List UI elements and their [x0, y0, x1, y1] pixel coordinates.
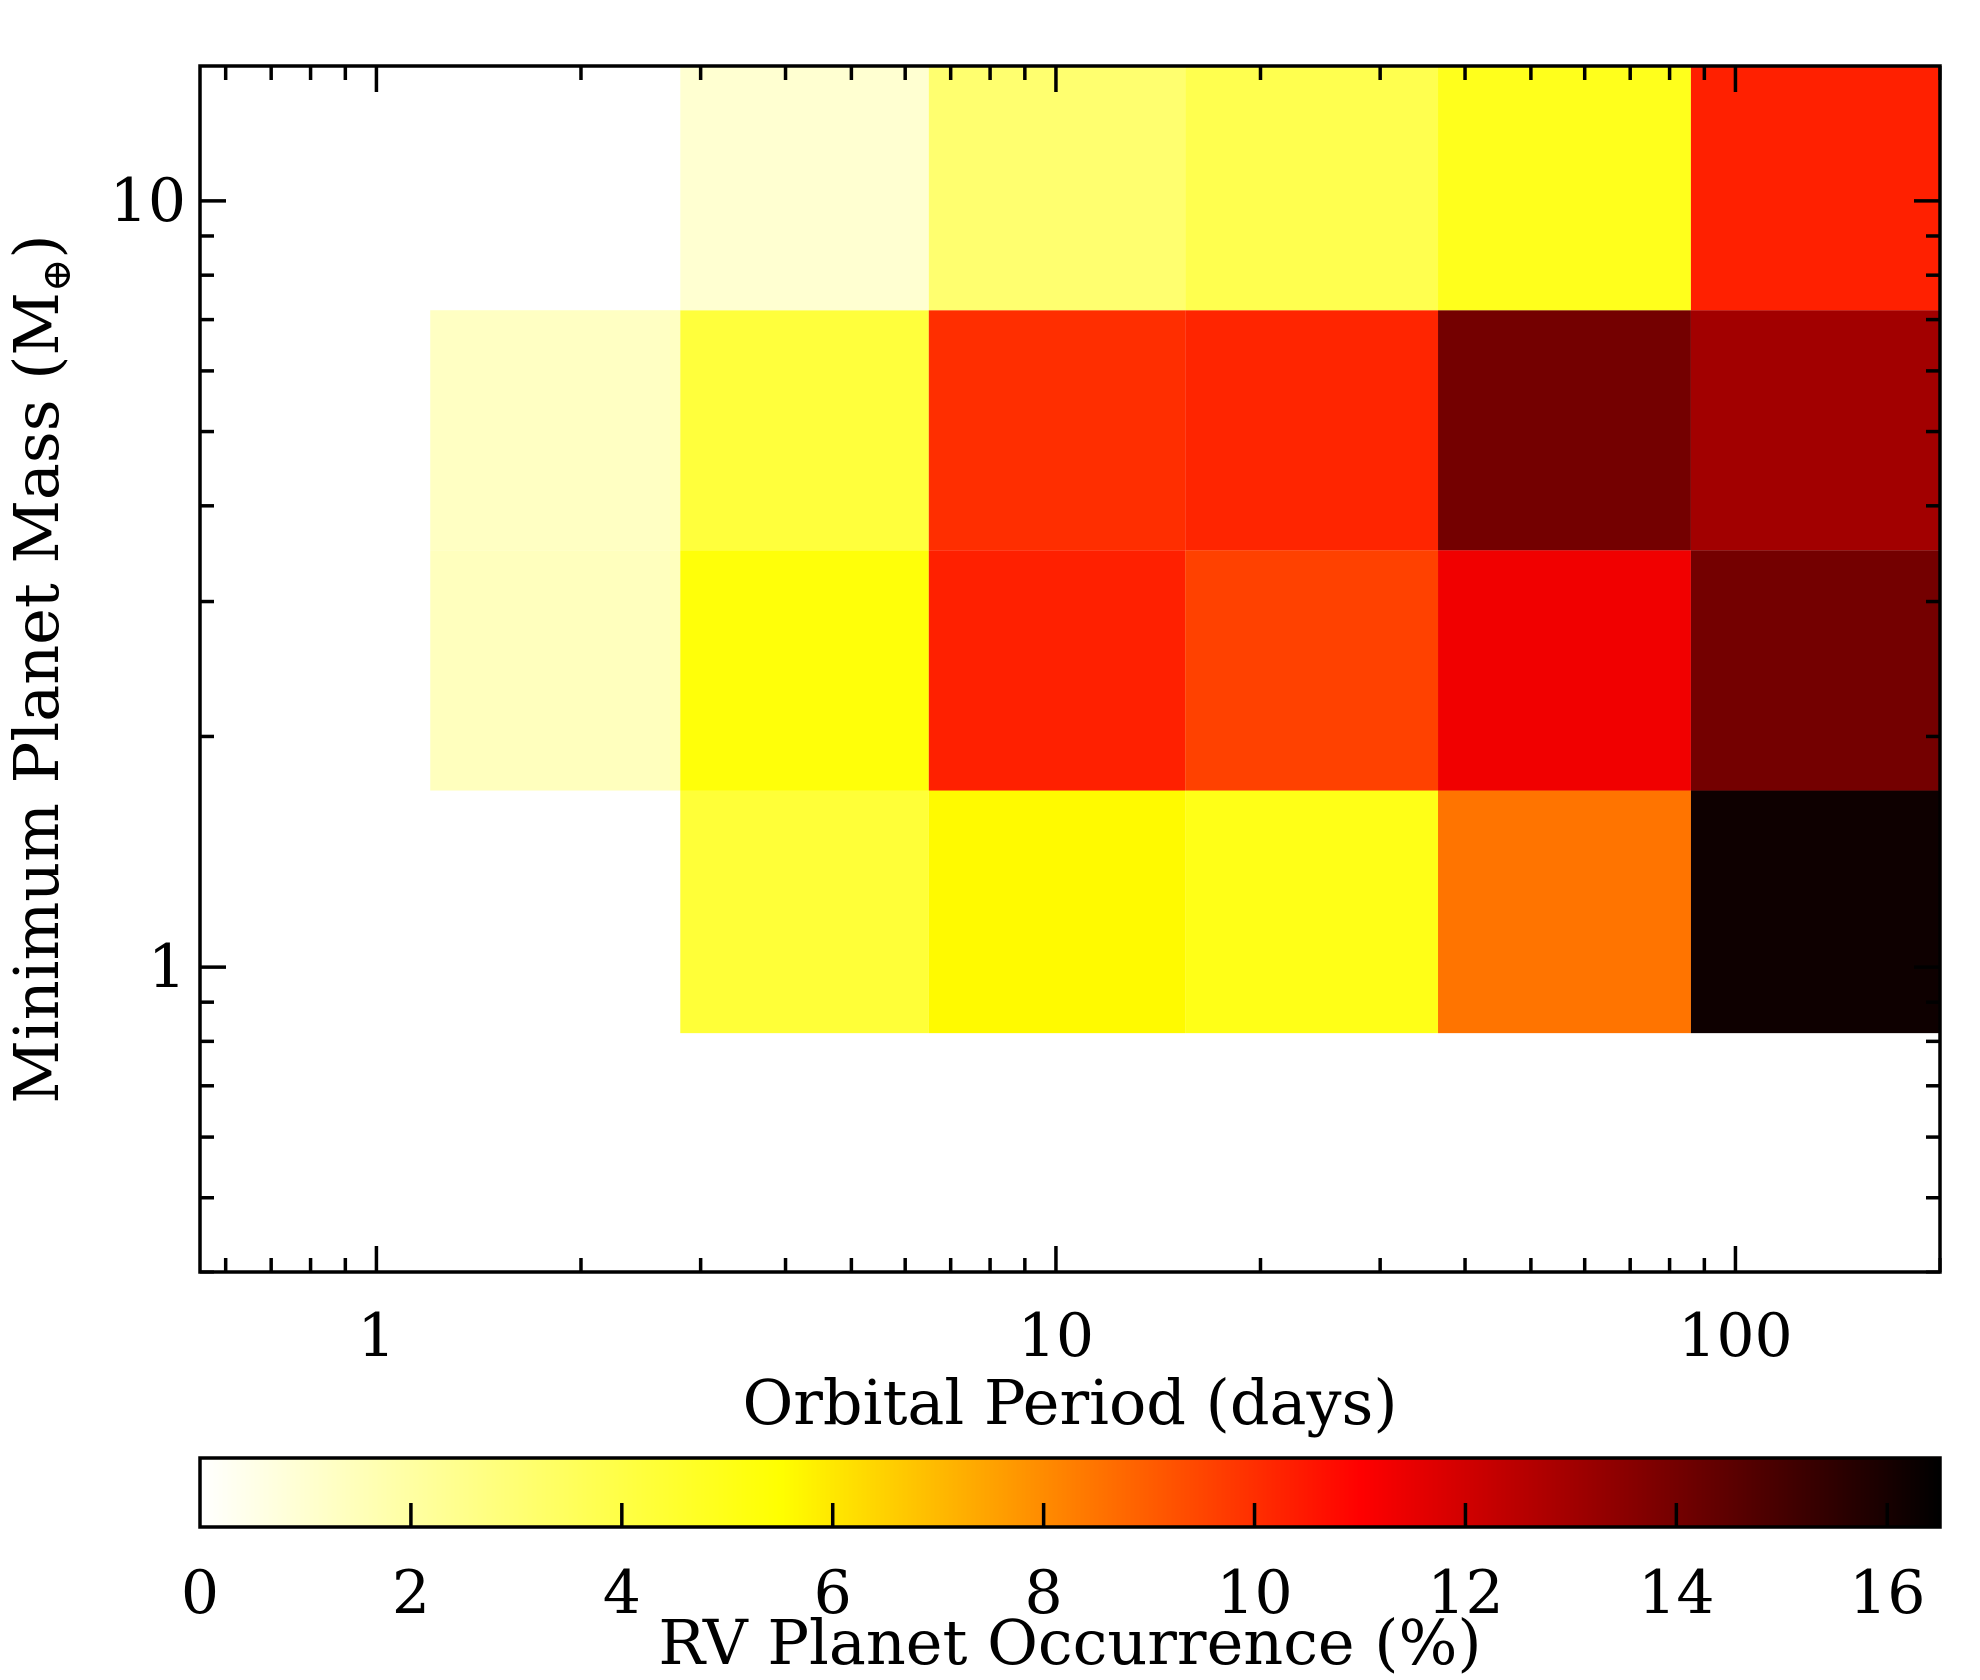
colorbar-tick-label: 4 [603, 1558, 641, 1628]
x-tick-label: 10 [1018, 1301, 1094, 1371]
heatmap-cell [1690, 310, 1940, 551]
heatmap-cell [1185, 550, 1439, 791]
y-axis-title-main: Minimum Planet Mass (M [0, 292, 73, 1104]
heatmap-cell [1185, 66, 1439, 311]
colorbar-tick-label: 2 [392, 1558, 430, 1628]
heatmap-cell [1690, 66, 1940, 311]
x-axis-title: Orbital Period (days) [742, 1366, 1397, 1439]
axis-tick-labels: 1 10 100 1 10 [110, 166, 1793, 1371]
axis-ticks [200, 66, 1942, 1274]
y-axis-title: Minimum Planet Mass (M⊕) [0, 234, 80, 1103]
heatmap-cell [1438, 310, 1691, 551]
heatmap-cell [1690, 550, 1940, 791]
colorbar-tick-label: 16 [1849, 1558, 1925, 1628]
y-axis-title-subscript: ⊕ [34, 259, 80, 293]
heatmap-cell [680, 66, 929, 311]
colorbar-tick-labels: 0 2 4 6 8 10 12 14 16 [181, 1558, 1926, 1628]
heatmap-cell [1438, 790, 1691, 1034]
colorbar-tick-label: 8 [1025, 1558, 1063, 1628]
heatmap-cells [430, 66, 1940, 1034]
heatmap-cell [1185, 790, 1439, 1034]
heatmap-cell [680, 310, 929, 551]
colorbar-tick-label: 0 [181, 1558, 219, 1628]
colorbar-title: RV Planet Occurrence (%) [658, 1606, 1481, 1679]
colorbar-ticks [409, 1503, 1890, 1527]
heatmap-cell [1690, 790, 1940, 1034]
x-tick-label: 1 [357, 1301, 395, 1371]
heatmap-cell [1185, 310, 1439, 551]
heatmap-cell [1438, 66, 1691, 311]
y-tick-label: 1 [148, 932, 186, 1002]
heatmap-cell [928, 550, 1186, 791]
y-tick-label: 10 [110, 166, 186, 236]
heatmap-cell [928, 790, 1186, 1034]
heatmap-cell [928, 310, 1186, 551]
heatmap-cell [1438, 550, 1691, 791]
x-tick-label: 100 [1678, 1301, 1793, 1371]
colorbar-tick-label: 6 [814, 1558, 852, 1628]
heatmap-cell [430, 550, 681, 791]
heatmap-cell [680, 550, 929, 791]
colorbar-tick-label: 12 [1427, 1558, 1503, 1628]
colorbar-tick-label: 14 [1638, 1558, 1714, 1628]
heatmap-cell [680, 790, 929, 1034]
colorbar [200, 1458, 1940, 1527]
heatmap-cell [928, 66, 1186, 311]
colorbar-frame [198, 1456, 1942, 1529]
y-axis-title-close: ) [0, 234, 73, 258]
colorbar-tick-label: 10 [1216, 1558, 1292, 1628]
heatmap-cell [430, 310, 681, 551]
plot-frame [198, 64, 1942, 1274]
